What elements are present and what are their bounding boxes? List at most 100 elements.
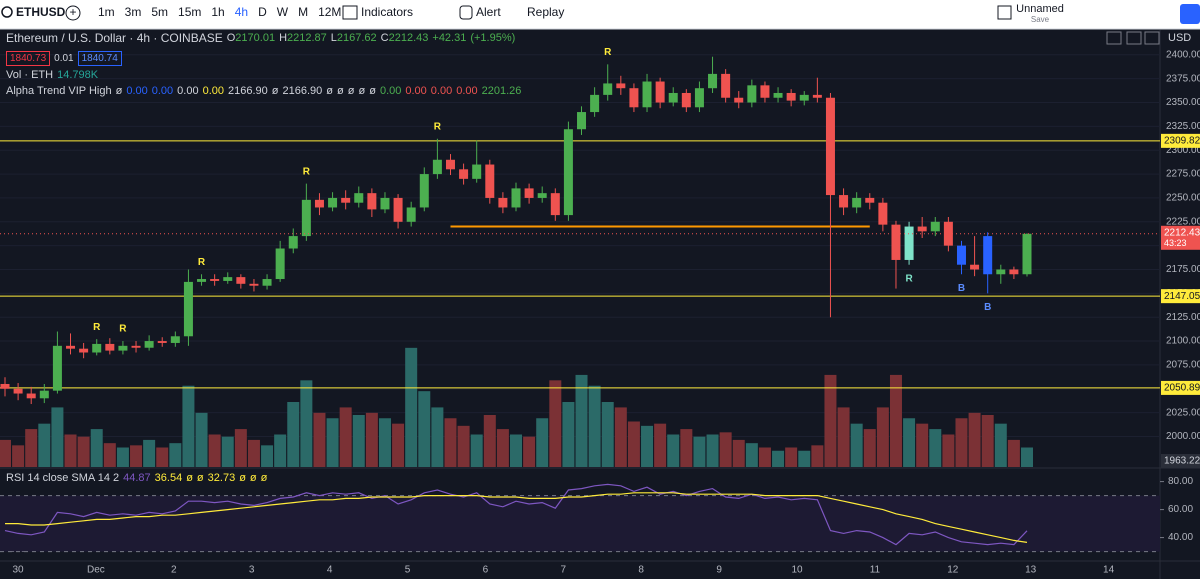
- price-line-label: 2147.05: [1164, 291, 1200, 302]
- candle-body: [92, 343, 102, 353]
- alpha-value: 0.00: [126, 85, 148, 97]
- rsi-legend-value: ø: [196, 472, 204, 484]
- volume-bar: [77, 436, 90, 467]
- volume-bar: [732, 439, 745, 467]
- rsi-legend-value: ø: [186, 472, 193, 484]
- interval[interactable]: D: [258, 5, 267, 19]
- volume-bar: [837, 407, 850, 467]
- interval[interactable]: M: [298, 5, 308, 19]
- volume-bar: [208, 434, 221, 467]
- volume-bar: [457, 425, 470, 467]
- change-pct: (+1.95%): [470, 32, 516, 44]
- alpha-value: ø: [347, 85, 355, 97]
- interval[interactable]: 12M: [318, 5, 341, 19]
- x-tick-label: 10: [791, 565, 803, 576]
- save[interactable]: Save: [1031, 15, 1050, 24]
- volume-bar: [641, 425, 654, 467]
- signal-label: B: [984, 302, 991, 313]
- signal-label: R: [905, 273, 913, 284]
- signal-label: R: [93, 322, 101, 333]
- candle-body: [236, 277, 246, 284]
- candle-body: [668, 92, 678, 103]
- bid: 1840.73: [6, 51, 51, 66]
- volume-bar: [627, 421, 640, 467]
- volume-bar: [247, 439, 260, 467]
- layout-icon[interactable]: [997, 5, 1012, 20]
- x-tick-label: 30: [12, 565, 24, 576]
- alert-icon[interactable]: [459, 5, 473, 20]
- interval[interactable]: 5m: [151, 5, 168, 19]
- candle-body: [26, 393, 36, 399]
- candle-body: [183, 281, 193, 337]
- candle-body: [105, 343, 115, 351]
- pane-button[interactable]: [1126, 31, 1142, 45]
- candle-body: [852, 197, 862, 208]
- volume-bar: [536, 418, 549, 467]
- alpha-value: 0.00: [151, 85, 174, 97]
- publish-button[interactable]: [1180, 4, 1200, 24]
- candle-body: [249, 283, 259, 286]
- pane-button[interactable]: [1144, 31, 1160, 45]
- y-tick-label: 2175.00: [1166, 264, 1200, 275]
- interval[interactable]: 1m: [98, 5, 115, 19]
- pane-button[interactable]: [1106, 31, 1122, 45]
- volume-bar: [811, 445, 824, 467]
- volume-bar: [261, 445, 274, 467]
- volume-bar: [431, 407, 444, 467]
- volume-bar: [130, 445, 143, 467]
- volume-bar: [339, 407, 352, 467]
- volume-bar: [405, 347, 418, 467]
- replay[interactable]: Replay: [527, 5, 564, 19]
- layout-name[interactable]: Unnamed: [1016, 3, 1064, 15]
- rsi-sma-line: [5, 492, 1028, 543]
- alpha-value: 2201.26: [481, 85, 522, 97]
- volume-bar: [156, 447, 169, 467]
- candle-body: [301, 199, 311, 237]
- ohlc-value: 2167.62: [336, 32, 377, 44]
- volume-bar: [221, 436, 234, 467]
- legend-row: Ethereum / U.S. Dollar · 4h · COINBASE O 2…: [6, 31, 515, 45]
- interval[interactable]: 3m: [125, 5, 142, 19]
- volume-bar: [38, 423, 51, 467]
- x-tick-label: 13: [1025, 565, 1037, 576]
- candle-body: [996, 269, 1006, 275]
- candle-body: [694, 88, 704, 108]
- volume-bar: [483, 415, 496, 467]
- candle-body: [721, 73, 731, 98]
- symbol[interactable]: ETHUSD: [16, 5, 66, 19]
- compare-plus[interactable]: +: [69, 5, 76, 19]
- candle-body: [354, 193, 364, 203]
- compare-button[interactable]: [65, 5, 81, 21]
- currency[interactable]: USD: [1168, 32, 1191, 44]
- candle-body: [904, 226, 914, 260]
- last-price-box: [1161, 225, 1200, 250]
- legend-row: RSI 14 close SMA 14 2 44.87 36.54 ø ø 32.73 ø ø…: [6, 472, 267, 484]
- candle-body: [314, 199, 324, 208]
- alpha-value: 2166.90: [228, 85, 268, 97]
- candle-body: [1009, 269, 1019, 275]
- volume-bar: [287, 402, 300, 467]
- x-tick-label: 9: [716, 565, 722, 576]
- volume-bar: [116, 447, 129, 467]
- interval[interactable]: W: [277, 5, 289, 19]
- search-icon[interactable]: [1, 6, 13, 18]
- indicators-icon[interactable]: [342, 5, 358, 20]
- volume-bar: [916, 423, 929, 467]
- candle-body: [275, 248, 285, 280]
- candle-body: [79, 348, 89, 353]
- volume-bar: [745, 443, 758, 467]
- volume-bar: [876, 407, 889, 467]
- interval[interactable]: 1h: [211, 5, 224, 19]
- volume-bar: [444, 418, 457, 467]
- alpha-value: ø: [358, 85, 366, 97]
- alpha-value: 0.00: [456, 85, 478, 97]
- candle-body: [970, 264, 980, 270]
- price-line-box: [1161, 133, 1200, 148]
- alert[interactable]: Alert: [476, 5, 501, 19]
- volume-bar: [562, 402, 575, 467]
- volume-bar: [392, 423, 405, 467]
- interval[interactable]: 15m: [178, 5, 201, 19]
- indicators[interactable]: Indicators: [361, 5, 413, 19]
- interval[interactable]: 4h: [235, 5, 248, 19]
